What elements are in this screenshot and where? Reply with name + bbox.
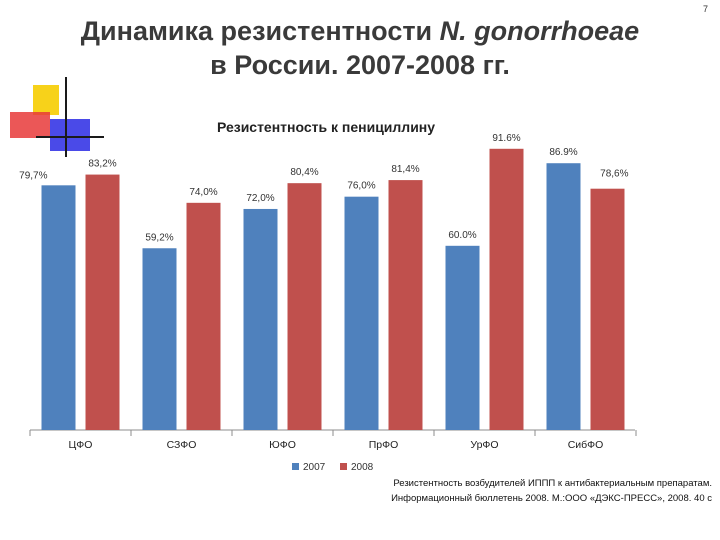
legend-label-2007: 2007 [303,462,326,473]
data-label: 91.6% [492,133,520,144]
bar-2008 [388,180,423,430]
bar-2008 [489,148,524,430]
source-note-line-2: Информационный бюллетень 2008. М.:ООО «Д… [391,493,712,504]
chart-title: Резистентность к пенициллину [217,119,435,135]
bar-2008 [85,174,120,430]
bar-2007 [344,196,379,430]
decoration-red-square [10,112,50,138]
category-label: ПрФО [369,439,399,451]
data-label: 83,2% [88,159,116,170]
bar-2008 [287,183,322,430]
legend-swatch-2008 [340,463,347,470]
data-label: 81,4% [391,164,419,175]
category-label: УрФО [470,439,498,451]
category-label: СЗФО [167,439,197,451]
bar-2007 [546,163,581,431]
legend: 2007 2008 [292,462,374,473]
x-axis-ticks [29,430,637,436]
source-note: Резистентность возбудителей ИППП к антиб… [292,476,712,506]
category-label: ЦФО [69,439,93,451]
category-label: ЮФО [269,439,296,451]
slide-title: Динамика резистентности N. gonorrhoeae в… [20,14,700,82]
bar-2008 [590,188,625,430]
title-prefix: Динамика резистентности [80,16,440,46]
source-note-line-1: Резистентность возбудителей ИППП к антиб… [393,478,712,489]
title-species: N. gonorrhoeae [439,16,640,46]
bar-2007 [142,248,177,430]
bar-2007 [243,208,278,430]
bar-2007 [41,185,76,430]
data-label: 80,4% [290,167,318,178]
legend-label-2008: 2008 [351,462,374,473]
data-label: 79,7% [19,170,47,181]
title-line-2: в России. 2007-2008 гг. [210,50,510,80]
data-label-group: 79,7% 83,2% 59,2% 74,0% 72,0% 80,4% 76,0% 81,4%… [19,133,628,243]
legend-swatch-2007 [292,463,299,470]
category-label: СибФО [568,439,604,451]
bar-2008 [186,202,221,430]
data-label: 59,2% [145,232,173,243]
data-label: 78,6% [600,169,628,180]
title-line-1: Динамика резистентности N. gonorrhoeae [20,14,700,48]
bar-group [41,148,625,431]
decoration-blue-square [50,119,90,151]
bar-2007 [445,245,480,430]
data-label: 76,0% [347,181,375,192]
slide-decoration [10,77,104,157]
data-label: 60.0% [448,230,476,241]
category-label-group: ЦФО СЗФО ЮФО ПрФО УрФО СибФО [69,439,604,451]
decoration-yellow-square [33,85,59,115]
data-label: 86.9% [549,147,577,158]
data-label: 72,0% [246,193,274,204]
data-label: 74,0% [189,187,217,198]
slide-number: 7 [702,4,708,14]
